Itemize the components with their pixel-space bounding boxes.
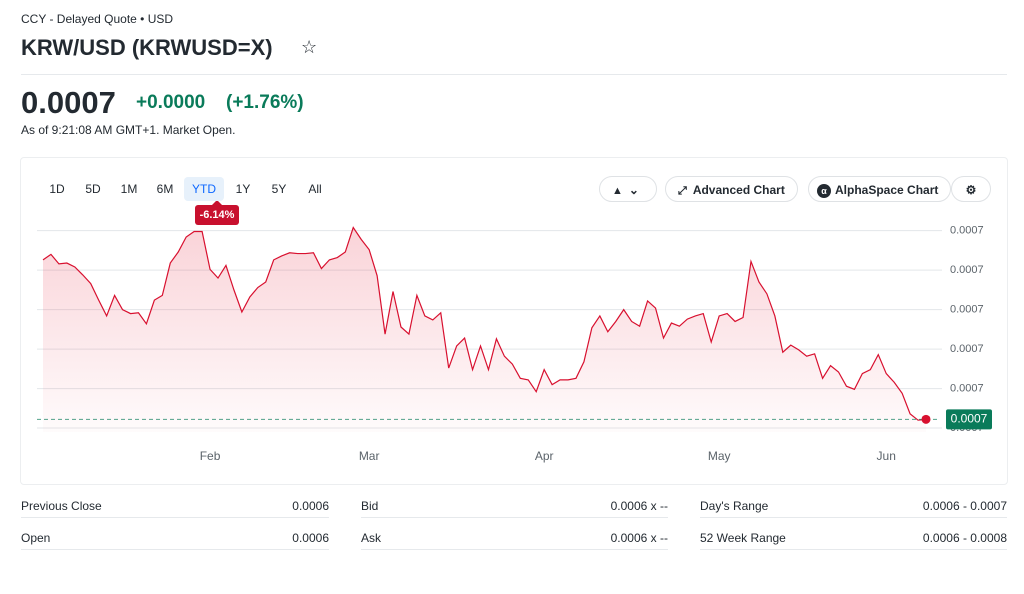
stat-value: 0.0006 [292,531,329,545]
stat-label: 52 Week Range [700,531,786,545]
range-button[interactable]: 1Y [235,182,251,196]
stat-label: Ask [361,531,382,545]
range-button[interactable]: 1M [120,182,138,196]
alphaspace-chart-button[interactable]: α AlphaSpace Chart [808,176,952,202]
stat-value: 0.0006 x -- [610,499,668,513]
range-button[interactable]: 1D [49,182,65,196]
price-change-percent: (+1.76%) [226,92,304,113]
range-button[interactable]: 5D [85,182,101,196]
y-tick-label: 0.0007 [950,225,984,237]
x-tick-label: Jun [877,449,896,463]
chart-type-dropdown[interactable]: ▲ ⌄ [599,176,657,202]
quote-title: KRW/USD (KRWUSD=X) [21,35,273,60]
y-tick-label: 0.0007 [950,382,984,394]
as-of-time: As of 9:21:08 AM GMT+1. Market Open. [21,123,236,137]
area [43,227,926,432]
last-point [921,414,931,424]
stat-value: 0.0006 [292,499,329,513]
range-button[interactable]: 6M [156,182,174,196]
x-tick-label: May [708,449,731,463]
stat-label: Day's Range [700,499,769,513]
chart-card [20,157,1008,485]
stat-label: Previous Close [21,499,102,513]
button-label: Advanced Chart [692,183,785,197]
range-buttons: 1D 5D 1M 6M YTD 1Y 5Y All [40,177,332,201]
row-divider [21,517,329,518]
x-tick-label: Mar [359,449,380,463]
current-price-badge [946,409,992,430]
price-change: +0.0000 [136,92,206,113]
range-change: -6.14% [200,209,235,221]
range-button[interactable]: All [308,182,322,196]
y-tick-label: 0.0007 [950,304,984,316]
price-line [42,226,927,421]
stat-label: Open [21,531,51,545]
button-label: AlphaSpace Chart [835,183,939,197]
row-divider [700,517,1007,518]
price: 0.0007 [21,85,116,120]
settings-button[interactable]: ⚙ [951,176,991,202]
stat-value: 0.0006 - 0.0007 [922,499,1007,513]
stat-value: 0.0006 x -- [610,531,668,545]
y-tick-label: 0.0007 [950,343,984,355]
range-change-pointer [212,200,222,205]
advanced-chart-button[interactable]: ⤢ Advanced Chart [665,176,798,202]
range-change-badge [195,205,239,225]
breadcrumb: CCY - Delayed Quote • USD [21,12,174,26]
divider [21,74,1007,75]
x-tick-label: Feb [200,449,221,463]
y-tick-label: 0.0007 [950,264,984,276]
range-button[interactable]: 5Y [271,182,287,196]
stat-value: 0.0006 - 0.0008 [922,531,1007,545]
range-button[interactable]: YTD [184,177,224,201]
watchlist-star[interactable]: ☆ [301,37,318,57]
row-divider [700,549,1007,550]
x-tick-label: Apr [535,449,554,463]
row-divider [21,549,329,550]
stat-label: Bid [361,499,379,513]
current-price-label: 0.0007 [951,412,988,426]
row-divider [361,549,668,550]
row-divider [361,517,668,518]
